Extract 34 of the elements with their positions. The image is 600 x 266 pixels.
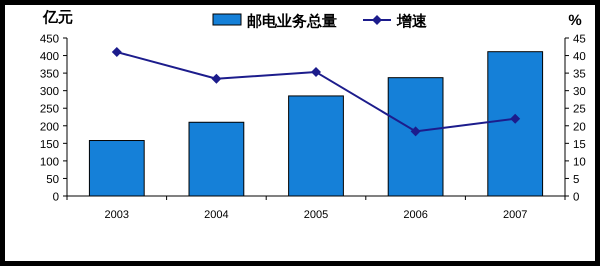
y2-tick-label: 20 — [573, 121, 586, 134]
legend-label: 增速 — [396, 13, 428, 30]
y2-tick-label: 45 — [573, 34, 586, 46]
point — [410, 126, 421, 136]
y2-tick-label: 15 — [573, 138, 586, 151]
x-tick-label: 2006 — [403, 209, 428, 221]
point — [510, 114, 520, 124]
x-tick-label: 2004 — [204, 209, 229, 221]
y-tick-label: 150 — [40, 138, 59, 151]
point — [112, 47, 122, 58]
legend-label: 邮电业务总量 — [247, 13, 337, 30]
point — [211, 74, 222, 84]
x-tick-label: 2003 — [104, 209, 130, 221]
y-tick-label: 400 — [40, 51, 59, 64]
y2-tick-label: 10 — [573, 156, 586, 168]
y-tick-label: 200 — [40, 121, 59, 134]
y2-axis-title: % — [568, 12, 582, 29]
y-tick-label: 100 — [40, 156, 59, 168]
y2-tick-label: 30 — [573, 86, 586, 98]
y-tick-label: 350 — [40, 68, 59, 81]
y-axis-title: 亿元 — [42, 9, 73, 26]
y-tick-label: 300 — [40, 86, 59, 98]
y-tick-label: 50 — [46, 174, 59, 186]
x-tick-label: 2007 — [502, 209, 528, 221]
y2-tick-label: 25 — [573, 104, 586, 116]
y2-tick-label: 0 — [573, 192, 580, 204]
y2-tick-label: 40 — [573, 51, 586, 64]
y2-tick-label: 5 — [573, 174, 580, 186]
y-tick-label: 0 — [52, 192, 59, 204]
y2-tick-label: 35 — [573, 68, 586, 81]
point — [311, 67, 321, 78]
y-tick-label: 250 — [40, 104, 59, 116]
x-tick-label: 2005 — [304, 209, 328, 221]
y-tick-label: 450 — [40, 34, 59, 46]
